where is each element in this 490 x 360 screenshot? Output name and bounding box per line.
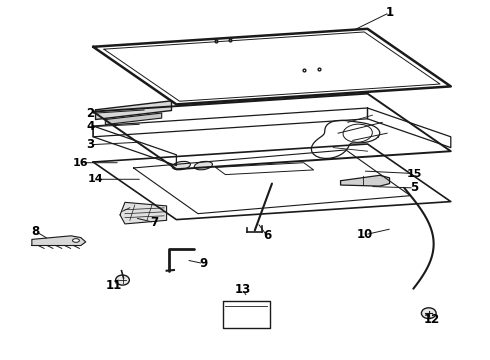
Ellipse shape xyxy=(194,161,213,170)
Circle shape xyxy=(421,308,436,319)
Polygon shape xyxy=(32,236,86,246)
Text: 1: 1 xyxy=(386,6,393,19)
Text: 8: 8 xyxy=(31,225,39,238)
Text: 6: 6 xyxy=(263,229,271,242)
Ellipse shape xyxy=(73,239,79,242)
Text: 16: 16 xyxy=(73,158,89,168)
Polygon shape xyxy=(341,175,390,186)
Text: 11: 11 xyxy=(105,279,122,292)
Polygon shape xyxy=(96,101,172,120)
Text: 14: 14 xyxy=(88,174,103,184)
Text: 10: 10 xyxy=(357,228,373,241)
Text: 4: 4 xyxy=(87,120,95,133)
Circle shape xyxy=(116,275,129,285)
Text: 3: 3 xyxy=(87,138,95,151)
Text: 5: 5 xyxy=(410,181,418,194)
Text: 2: 2 xyxy=(87,107,95,120)
Text: 15: 15 xyxy=(406,168,422,179)
Text: 9: 9 xyxy=(199,257,207,270)
Polygon shape xyxy=(120,202,167,224)
Text: 13: 13 xyxy=(234,283,251,296)
Polygon shape xyxy=(105,113,162,125)
Text: 7: 7 xyxy=(150,216,158,229)
Text: 12: 12 xyxy=(424,313,441,326)
Ellipse shape xyxy=(172,161,191,170)
